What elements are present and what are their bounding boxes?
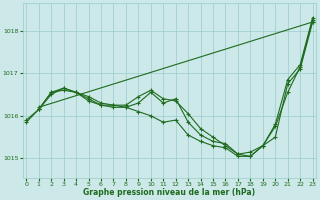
X-axis label: Graphe pression niveau de la mer (hPa): Graphe pression niveau de la mer (hPa): [84, 188, 256, 197]
